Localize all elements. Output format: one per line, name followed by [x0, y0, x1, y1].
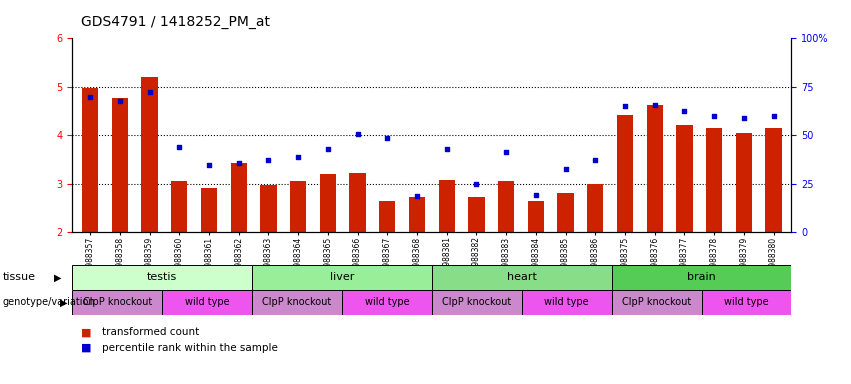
- Point: [529, 192, 543, 198]
- Bar: [557, 192, 574, 232]
- Bar: [72, 290, 163, 315]
- Bar: [468, 197, 484, 232]
- Point: [380, 135, 394, 141]
- Point: [351, 131, 364, 137]
- Text: wild type: wild type: [724, 297, 768, 308]
- Text: heart: heart: [507, 272, 537, 283]
- Point: [707, 113, 721, 119]
- Bar: [647, 105, 663, 232]
- Point: [500, 149, 513, 156]
- Text: ▶: ▶: [60, 297, 67, 308]
- Bar: [252, 265, 432, 290]
- Bar: [171, 181, 187, 232]
- Bar: [350, 173, 366, 232]
- Bar: [252, 290, 342, 315]
- Point: [321, 146, 334, 152]
- Text: wild type: wild type: [364, 297, 409, 308]
- Bar: [587, 184, 603, 232]
- Point: [261, 157, 275, 163]
- Point: [83, 94, 97, 100]
- Bar: [432, 265, 612, 290]
- Text: ▶: ▶: [54, 272, 61, 283]
- Text: ClpP knockout: ClpP knockout: [443, 297, 511, 308]
- Bar: [617, 115, 633, 232]
- Point: [589, 157, 603, 163]
- Text: GDS4791 / 1418252_PM_at: GDS4791 / 1418252_PM_at: [81, 15, 270, 29]
- Bar: [706, 128, 722, 232]
- Point: [173, 144, 186, 151]
- Bar: [498, 181, 514, 232]
- Text: testis: testis: [147, 272, 177, 283]
- Point: [113, 98, 127, 104]
- Bar: [111, 98, 128, 232]
- Point: [559, 166, 573, 172]
- Text: ■: ■: [81, 343, 91, 353]
- Text: ClpP knockout: ClpP knockout: [622, 297, 691, 308]
- Point: [470, 181, 483, 187]
- Bar: [677, 125, 693, 232]
- Bar: [612, 265, 791, 290]
- Text: percentile rank within the sample: percentile rank within the sample: [102, 343, 278, 353]
- Bar: [260, 185, 277, 232]
- Bar: [342, 290, 432, 315]
- Text: genotype/variation: genotype/variation: [3, 297, 95, 308]
- Bar: [522, 290, 612, 315]
- Bar: [141, 77, 157, 232]
- Text: tissue: tissue: [3, 272, 36, 283]
- Bar: [765, 128, 782, 232]
- Bar: [231, 164, 247, 232]
- Bar: [380, 201, 396, 232]
- Bar: [163, 290, 252, 315]
- Bar: [408, 197, 426, 232]
- Point: [232, 161, 246, 167]
- Point: [440, 146, 454, 152]
- Bar: [438, 180, 455, 232]
- Bar: [736, 133, 752, 232]
- Point: [291, 154, 305, 160]
- Point: [203, 162, 216, 169]
- Text: brain: brain: [687, 272, 716, 283]
- Text: ■: ■: [81, 327, 91, 337]
- Point: [648, 102, 661, 108]
- Bar: [201, 188, 217, 232]
- Point: [618, 103, 631, 109]
- Bar: [290, 181, 306, 232]
- Point: [677, 108, 691, 114]
- Point: [143, 89, 157, 95]
- Text: ClpP knockout: ClpP knockout: [83, 297, 151, 308]
- Text: liver: liver: [330, 272, 354, 283]
- Point: [410, 193, 424, 199]
- Bar: [72, 265, 252, 290]
- Point: [737, 115, 751, 121]
- Text: wild type: wild type: [185, 297, 230, 308]
- Text: ClpP knockout: ClpP knockout: [262, 297, 332, 308]
- Point: [767, 113, 780, 119]
- Bar: [612, 290, 701, 315]
- Text: transformed count: transformed count: [102, 327, 199, 337]
- Bar: [82, 88, 99, 232]
- Text: wild type: wild type: [545, 297, 589, 308]
- Bar: [432, 290, 522, 315]
- Bar: [528, 201, 544, 232]
- Bar: [701, 290, 791, 315]
- Bar: [320, 174, 336, 232]
